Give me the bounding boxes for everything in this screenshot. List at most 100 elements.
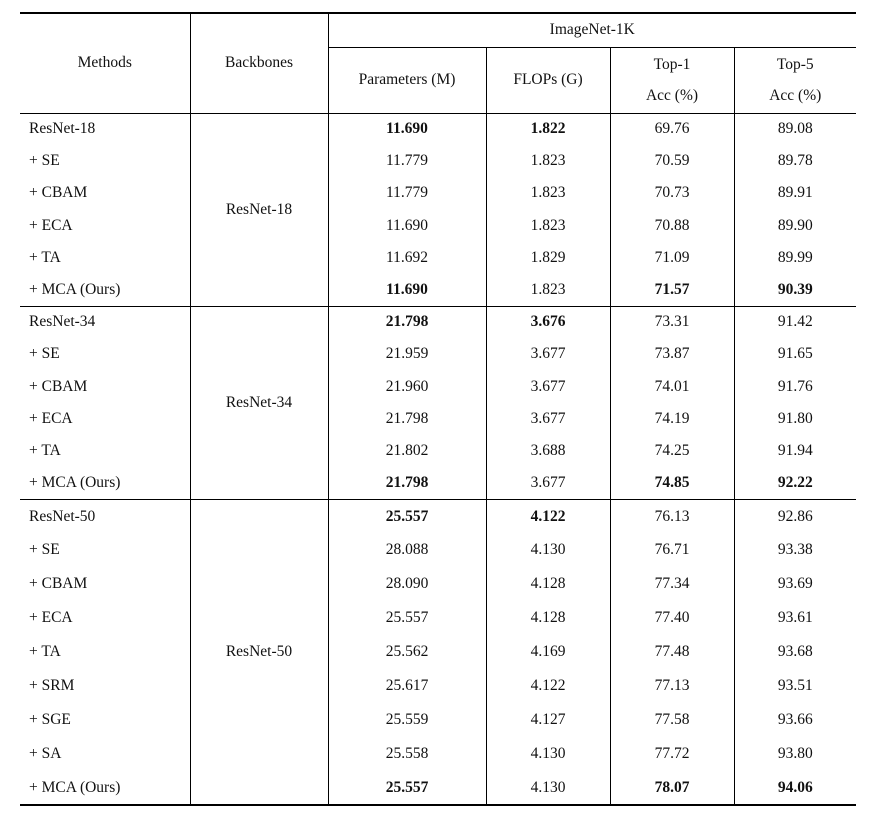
table-row: + TA 11.692 1.829 71.09 89.99 — [20, 241, 857, 274]
method-cell: + TA — [29, 643, 61, 661]
top1-cell: 77.13 — [609, 669, 734, 704]
method-cell: + CBAM — [29, 377, 88, 395]
method-cell: + SE — [29, 345, 60, 363]
top5-cell: 89.90 — [733, 209, 857, 242]
params-cell: 25.558 — [327, 737, 486, 772]
table-header: Methods Backbones ImageNet-1K Parameters… — [20, 12, 857, 114]
top1-cell: 69.76 — [609, 112, 734, 146]
method-cell: + ECA — [29, 216, 73, 234]
flops-cell: 3.688 — [485, 434, 610, 468]
table-row: + SA 25.558 4.130 77.72 93.80 — [20, 737, 857, 772]
flops-cell: 3.677 — [485, 402, 610, 435]
params-cell: 28.090 — [327, 567, 486, 602]
results-table: Methods Backbones ImageNet-1K Parameters… — [20, 12, 857, 807]
header-backbones: Backbones — [189, 12, 328, 114]
table-row: + TA 25.562 4.169 77.48 93.68 — [20, 635, 857, 670]
flops-cell: 3.677 — [485, 467, 610, 500]
top1-cell: 77.48 — [609, 635, 734, 670]
top1-cell: 77.58 — [609, 703, 734, 738]
params-cell: 21.959 — [327, 338, 486, 371]
top5-cell: 91.76 — [733, 370, 857, 403]
header-top5-line2: Acc (%) — [769, 87, 822, 104]
params-cell: 11.692 — [327, 241, 486, 274]
method-cell: + TA — [29, 248, 61, 266]
params-cell: 25.617 — [327, 669, 486, 704]
top1-cell: 77.40 — [609, 601, 734, 636]
method-cell: + CBAM — [29, 575, 88, 593]
header-top5-line1: Top-5 — [776, 56, 814, 73]
top1-cell: 77.34 — [609, 567, 734, 602]
header-methods: Methods — [20, 12, 190, 114]
params-cell: 21.960 — [327, 370, 486, 403]
table-row: ResNet-18 ResNet-18 11.690 1.822 69.76 89.08 — [20, 112, 857, 307]
top1-cell: 71.09 — [609, 241, 734, 274]
table-row: + MCA (Ours) 21.798 3.677 74.85 92.22 — [20, 467, 857, 500]
table-row: + CBAM 11.779 1.823 70.73 89.91 — [20, 177, 857, 210]
table-row: + SRM 25.617 4.122 77.13 93.51 — [20, 669, 857, 704]
method-cell: + TA — [29, 441, 61, 459]
method-cell: + MCA (Ours) — [29, 280, 121, 298]
top1-cell: 74.19 — [609, 402, 734, 435]
table-row: + CBAM 28.090 4.128 77.34 93.69 — [20, 567, 857, 602]
top5-cell: 93.61 — [733, 601, 857, 636]
params-cell: 25.562 — [327, 635, 486, 670]
table-row: + ECA 21.798 3.677 74.19 91.80 — [20, 402, 857, 435]
flops-cell: 1.822 — [485, 112, 610, 146]
flops-cell: 4.130 — [485, 771, 610, 807]
top1-cell: 74.85 — [609, 467, 734, 500]
flops-cell: 4.128 — [485, 601, 610, 636]
top1-cell: 70.59 — [609, 145, 734, 178]
method-cell: + SGE — [29, 711, 71, 729]
backbone-cell: ResNet-34 — [189, 305, 328, 500]
params-cell: 11.690 — [327, 209, 486, 242]
method-cell: + ECA — [29, 409, 73, 427]
params-cell: 11.779 — [327, 145, 486, 178]
method-cell: + ECA — [29, 609, 73, 627]
flops-cell: 4.169 — [485, 635, 610, 670]
top5-cell: 93.51 — [733, 669, 857, 704]
backbone-cell: ResNet-18 — [189, 112, 328, 307]
top5-cell: 91.42 — [733, 305, 857, 339]
flops-cell: 1.823 — [485, 209, 610, 242]
header-top5: Top-5 Acc (%) — [733, 46, 857, 114]
method-cell: + MCA (Ours) — [29, 473, 121, 491]
flops-cell: 4.122 — [485, 498, 610, 534]
table-row: + ECA 11.690 1.823 70.88 89.90 — [20, 209, 857, 242]
top1-cell: 77.72 — [609, 737, 734, 772]
flops-cell: 1.823 — [485, 145, 610, 178]
header-params: Parameters (M) — [327, 46, 486, 114]
top5-cell: 91.65 — [733, 338, 857, 371]
top5-cell: 93.68 — [733, 635, 857, 670]
params-cell: 11.690 — [327, 273, 486, 307]
params-cell: 28.088 — [327, 533, 486, 568]
top5-cell: 89.78 — [733, 145, 857, 178]
top5-cell: 91.80 — [733, 402, 857, 435]
backbone-cell: ResNet-50 — [189, 498, 328, 807]
params-cell: 21.798 — [327, 305, 486, 339]
top5-cell: 91.94 — [733, 434, 857, 468]
header-top1-line2: Acc (%) — [645, 87, 699, 104]
table-row: ResNet-34 ResNet-34 21.798 3.676 73.31 91.42 — [20, 305, 857, 500]
method-cell: + CBAM — [29, 184, 88, 202]
params-cell: 25.557 — [327, 771, 486, 807]
header-top1-line1: Top-1 — [653, 56, 691, 73]
method-cell: + MCA (Ours) — [20, 771, 190, 807]
flops-cell: 3.676 — [485, 305, 610, 339]
flops-cell: 4.130 — [485, 533, 610, 568]
top1-cell: 70.73 — [609, 177, 734, 210]
method-cell: ResNet-34 — [20, 305, 190, 339]
top1-cell: 74.25 — [609, 434, 734, 468]
flops-cell: 1.829 — [485, 241, 610, 274]
top5-cell: 93.69 — [733, 567, 857, 602]
top5-cell: 92.22 — [733, 467, 857, 500]
top1-cell: 76.71 — [609, 533, 734, 568]
top1-cell: 73.31 — [609, 305, 734, 339]
flops-cell: 3.677 — [485, 370, 610, 403]
top5-cell: 89.99 — [733, 241, 857, 274]
flops-cell: 4.122 — [485, 669, 610, 704]
table-body: ResNet-18 ResNet-18 11.690 1.822 69.76 89.08 +… — [20, 112, 857, 807]
flops-cell: 4.128 — [485, 567, 610, 602]
params-cell: 25.557 — [327, 601, 486, 636]
top5-cell: 93.38 — [733, 533, 857, 568]
table-row: + SGE 25.559 4.127 77.58 93.66 — [20, 703, 857, 738]
